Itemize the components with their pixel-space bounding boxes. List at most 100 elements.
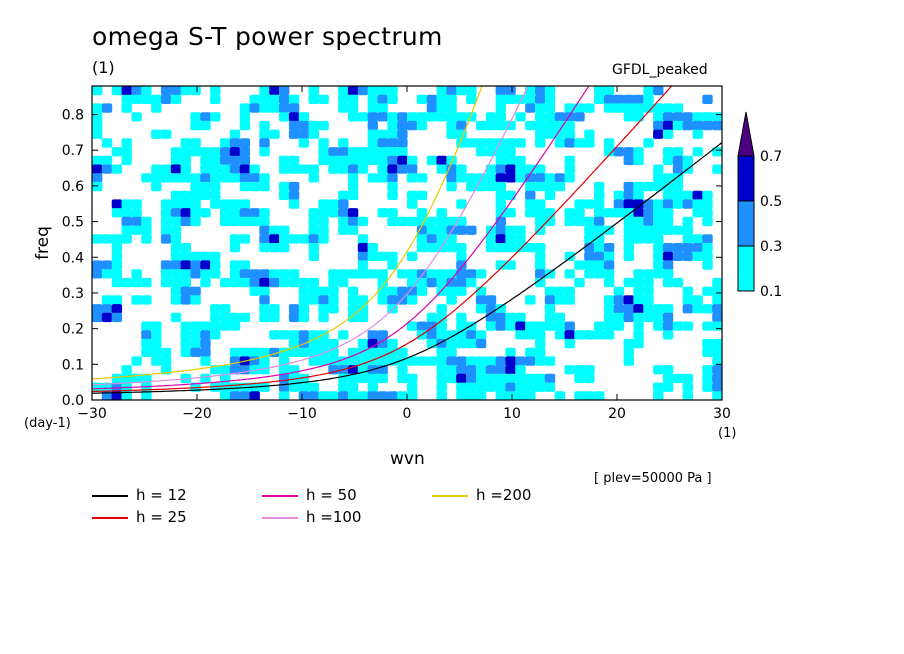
heatmap-cell [594, 234, 605, 244]
heatmap-cell [702, 365, 713, 375]
heatmap-cell [259, 181, 270, 192]
heatmap-cell [397, 112, 408, 122]
heatmap-cell [397, 286, 408, 296]
heatmap-cell [584, 129, 595, 139]
heatmap-cell [338, 216, 349, 227]
heatmap-cell [564, 208, 575, 218]
heatmap-cell [180, 347, 191, 357]
heatmap-cell [220, 304, 231, 314]
heatmap-cell [318, 295, 329, 305]
heatmap-cell [220, 312, 231, 323]
heatmap-cell [446, 286, 457, 296]
heatmap-cell [190, 86, 201, 96]
heatmap-cell [367, 112, 378, 122]
heatmap-cell [574, 216, 585, 227]
heatmap-cell [288, 312, 300, 323]
heatmap-cell [210, 312, 221, 323]
heatmap-cell [279, 155, 290, 166]
heatmap-cell [387, 120, 398, 131]
heatmap-cell [407, 190, 418, 200]
heatmap-cell [672, 120, 684, 131]
heatmap-cell [653, 391, 664, 400]
heatmap-cell [357, 295, 369, 305]
heatmap-cell [308, 356, 319, 366]
heatmap-cell [387, 112, 398, 122]
heatmap-cell [702, 234, 713, 244]
heatmap-cell [279, 277, 290, 288]
heatmap-cell [623, 199, 634, 209]
heatmap-cell [456, 164, 467, 174]
heatmap-cell [475, 338, 487, 349]
heatmap-cell [347, 147, 359, 157]
heatmap-cell [318, 94, 329, 104]
heatmap-cell [672, 103, 684, 113]
heatmap-cell [298, 312, 310, 323]
heatmap-cell [170, 173, 182, 183]
legend-line-h25 [92, 517, 128, 519]
heatmap-cell [288, 382, 300, 392]
heatmap-cell [121, 103, 132, 113]
heatmap-cell [259, 356, 270, 366]
heatmap-cell [535, 338, 546, 349]
heatmap-cell [160, 208, 172, 218]
heatmap-cell [535, 269, 546, 279]
heatmap-cell [475, 330, 487, 340]
heatmap-cell [574, 260, 585, 270]
heatmap-cell [564, 138, 575, 148]
heatmap-cell [239, 391, 251, 400]
heatmap-cell [682, 225, 693, 235]
heatmap-cell [357, 216, 369, 227]
heatmap-cell [525, 373, 536, 384]
heatmap-cell [515, 382, 526, 392]
heatmap-cell [564, 155, 575, 166]
heatmap-cell [141, 373, 152, 384]
heatmap-cell [653, 120, 664, 131]
heatmap-cell [623, 225, 634, 235]
heatmap-cell [594, 243, 605, 253]
heatmap-cell [170, 199, 182, 209]
heatmap-cell [672, 190, 684, 200]
heatmap-cell [377, 164, 388, 174]
heatmap-cell [446, 173, 457, 183]
heatmap-cell [475, 269, 487, 279]
heatmap-cell [702, 304, 713, 314]
heatmap-cell [210, 304, 221, 314]
heatmap-cell [426, 356, 438, 366]
heatmap-cell [407, 112, 418, 122]
heatmap-cell [613, 199, 625, 209]
heatmap-cell [397, 120, 408, 131]
heatmap-cell [702, 338, 713, 349]
legend-label-h25: h = 25 [136, 508, 187, 526]
heatmap-cell [564, 286, 575, 296]
heatmap-cell [170, 190, 182, 200]
heatmap-cell [347, 181, 359, 192]
heatmap-cell [485, 295, 497, 305]
heatmap-cell [121, 365, 132, 375]
heatmap-cell [535, 373, 546, 384]
heatmap-cell [495, 120, 506, 131]
heatmap-cell [131, 277, 142, 288]
heatmap-cell [239, 120, 251, 131]
heatmap-cell [259, 277, 270, 288]
heatmap-cell [328, 199, 339, 209]
heatmap-cell [436, 347, 447, 357]
heatmap-cell [387, 181, 398, 192]
heatmap-cell [259, 129, 270, 139]
heatmap-cell [200, 155, 211, 166]
heatmap-cell [121, 208, 132, 218]
heatmap-cell [210, 112, 221, 122]
y-tick-label: 0.6 [62, 179, 84, 195]
y-tick-label: 0.8 [62, 108, 84, 124]
heatmap-cell [229, 260, 241, 270]
heatmap-cell [308, 243, 319, 253]
heatmap-cell [535, 208, 546, 218]
heatmap-cell [613, 304, 625, 314]
heatmap-cell [564, 251, 575, 261]
heatmap-cell [200, 277, 211, 288]
heatmap-cell [357, 312, 369, 323]
heatmap-cell [259, 86, 270, 96]
heatmap-cell [190, 260, 201, 270]
heatmap-cell [377, 295, 388, 305]
heatmap-cell [269, 330, 280, 340]
heatmap-cell [505, 243, 516, 253]
